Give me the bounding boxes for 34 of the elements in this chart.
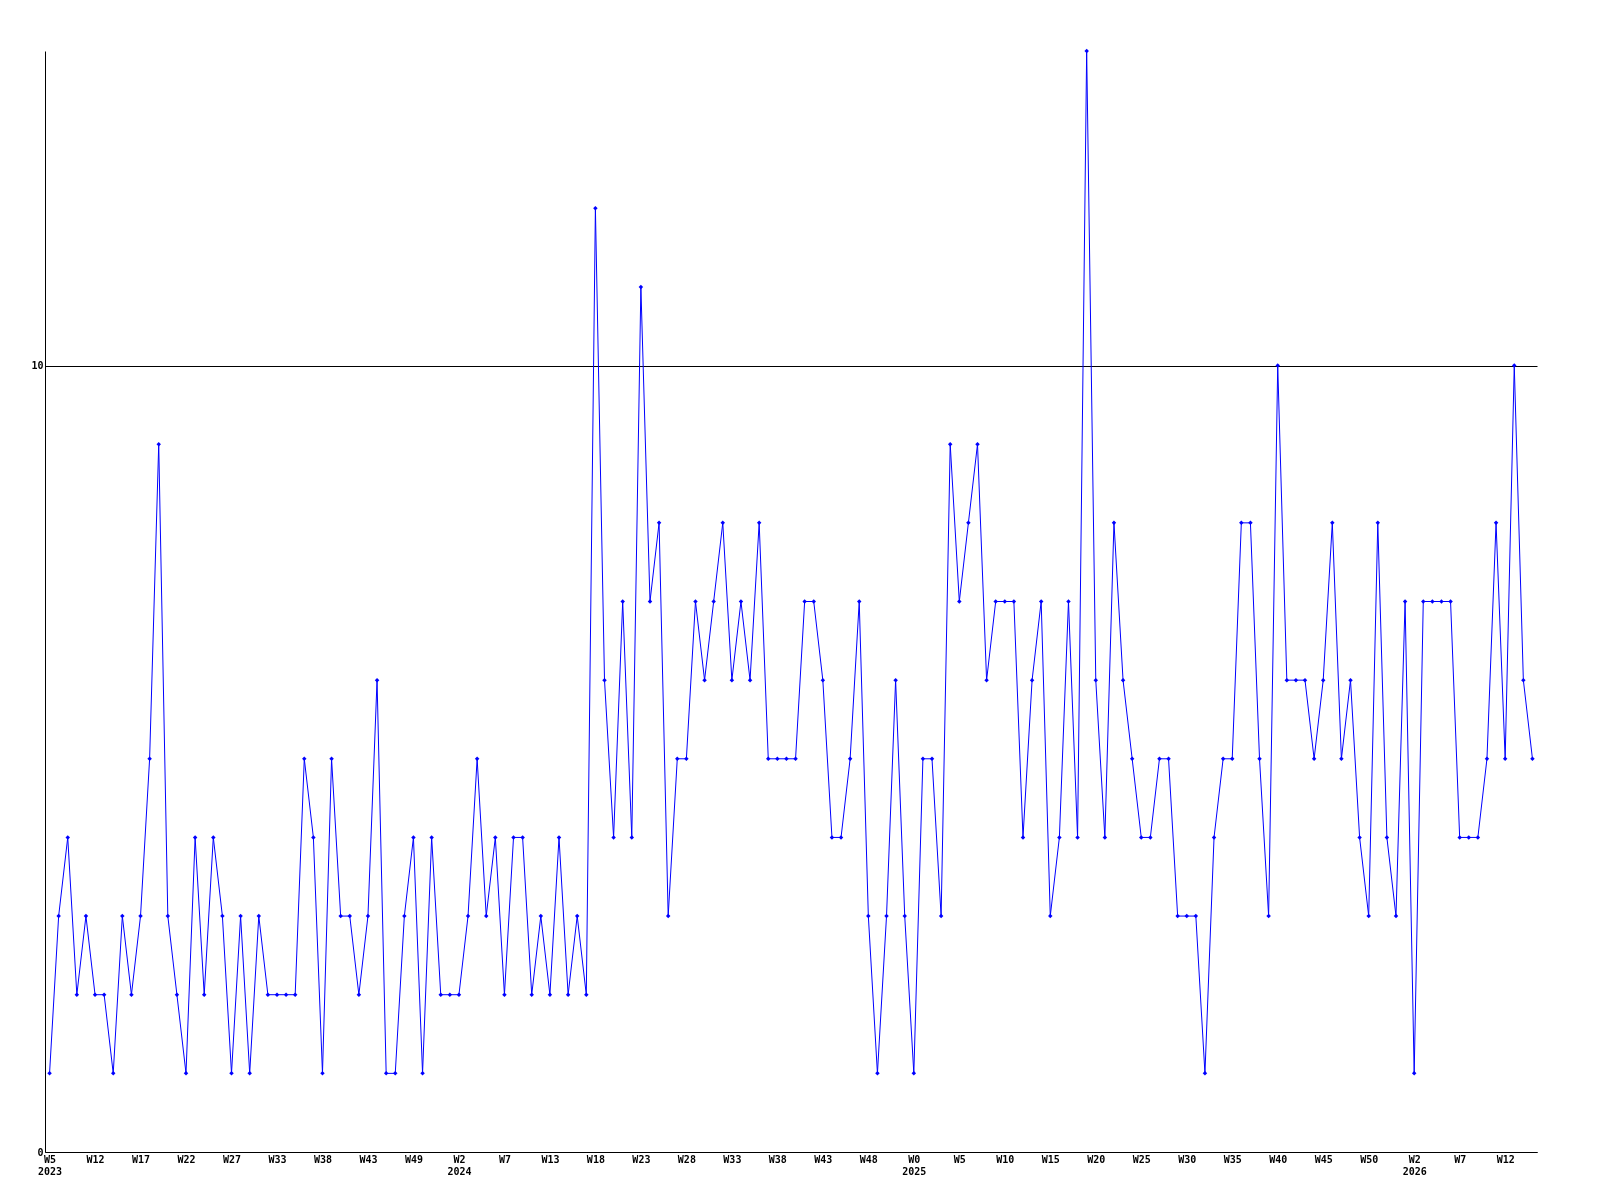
x-tick-label: W25 (1132, 1153, 1151, 1165)
x-tick-label: W12 (86, 1153, 105, 1165)
x-tick-label: W33 (723, 1153, 742, 1165)
x-tick-label: W15 (1041, 1153, 1060, 1165)
y-tick-label: 0 (37, 1146, 44, 1158)
x-tick-label: W27 (222, 1153, 242, 1165)
x-tick-label: W22 (177, 1153, 196, 1165)
x-tick-label: W7 (1454, 1153, 1467, 1165)
x-tick-label: W13 (541, 1153, 560, 1165)
x-tick-label: W43 (359, 1153, 378, 1165)
x-tick-label: W30 (1178, 1153, 1197, 1165)
y-tick-label: 10 (31, 360, 44, 372)
x-tick-label: W18 (586, 1153, 605, 1165)
x-tick-label: W48 (859, 1153, 878, 1165)
x-tick-label: W38 (313, 1153, 333, 1165)
x-tick-label: W2 2024 (447, 1153, 472, 1177)
x-tick-label: W10 (996, 1153, 1015, 1165)
x-tick-label: W0 2025 (902, 1153, 927, 1177)
x-tick-label: W40 (1269, 1153, 1288, 1165)
x-tick-label: W12 (1496, 1153, 1515, 1165)
x-tick-label: W49 (404, 1153, 423, 1165)
x-tick-label: W33 (268, 1153, 287, 1165)
x-tick-label: W7 (498, 1153, 511, 1165)
x-tick-label: W35 (1223, 1153, 1242, 1165)
x-tick-label: W20 (1087, 1153, 1106, 1165)
x-tick-label: W50 (1360, 1153, 1379, 1165)
x-tick-label: W17 (131, 1153, 151, 1165)
x-tick-label: W45 (1314, 1153, 1333, 1165)
x-tick-label: W5 (953, 1153, 966, 1165)
x-tick-label: W2 2026 (1402, 1153, 1427, 1177)
x-tick-label: W38 (768, 1153, 787, 1165)
x-tick-label: W28 (677, 1153, 696, 1165)
x-tick-label: W43 (814, 1153, 833, 1165)
x-tick-label: W23 (632, 1153, 651, 1165)
